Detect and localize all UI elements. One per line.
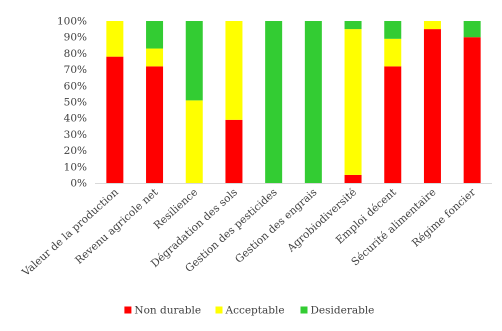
legend-label: Acceptable <box>225 305 285 317</box>
bar-segment <box>423 29 441 183</box>
legend: Non durable Acceptable Desiderable <box>124 305 374 317</box>
bar-segment <box>344 174 362 183</box>
y-tick-label: 10% <box>64 161 87 173</box>
bar-segment <box>463 37 481 184</box>
y-tick-label: 0% <box>70 178 87 190</box>
bar-segment <box>225 119 243 183</box>
legend-swatch <box>300 306 308 314</box>
bar-segment <box>423 21 441 30</box>
bar-segment <box>304 21 322 183</box>
bar-segment <box>185 100 203 183</box>
bar-segment <box>146 66 164 183</box>
y-tick-label: 20% <box>64 145 87 157</box>
bar-segment <box>146 21 164 49</box>
bar-segment <box>265 21 283 183</box>
bar-segment <box>344 29 362 175</box>
y-tick-label: 60% <box>64 80 87 92</box>
bar-segment <box>463 21 481 38</box>
y-tick-label: 70% <box>64 64 87 76</box>
bar-segment <box>106 56 124 183</box>
legend-swatch <box>124 306 132 314</box>
bar-segment <box>106 21 124 57</box>
y-axis: 0% 10% 20% 30% 40% 50% 60% 70% 80% 90% 100% <box>57 16 87 190</box>
bar-segment <box>146 48 164 67</box>
bar-segment <box>344 21 362 30</box>
y-tick-label: 50% <box>64 97 87 109</box>
x-tick-label: Agrobiodiversité <box>285 186 360 255</box>
bars <box>106 21 481 184</box>
bar-segment <box>225 21 243 120</box>
y-tick-label: 90% <box>64 32 87 44</box>
legend-swatch <box>215 306 223 314</box>
bar-segment <box>384 38 402 67</box>
y-tick-label: 100% <box>57 16 87 28</box>
bar-segment <box>384 66 402 183</box>
bar-segment <box>384 21 402 39</box>
y-tick-label: 80% <box>64 48 87 60</box>
y-tick-label: 30% <box>64 129 87 141</box>
legend-label: Non durable <box>134 305 201 317</box>
legend-label: Desiderable <box>311 305 375 317</box>
y-tick-label: 40% <box>64 113 87 125</box>
bar-segment <box>185 21 203 101</box>
